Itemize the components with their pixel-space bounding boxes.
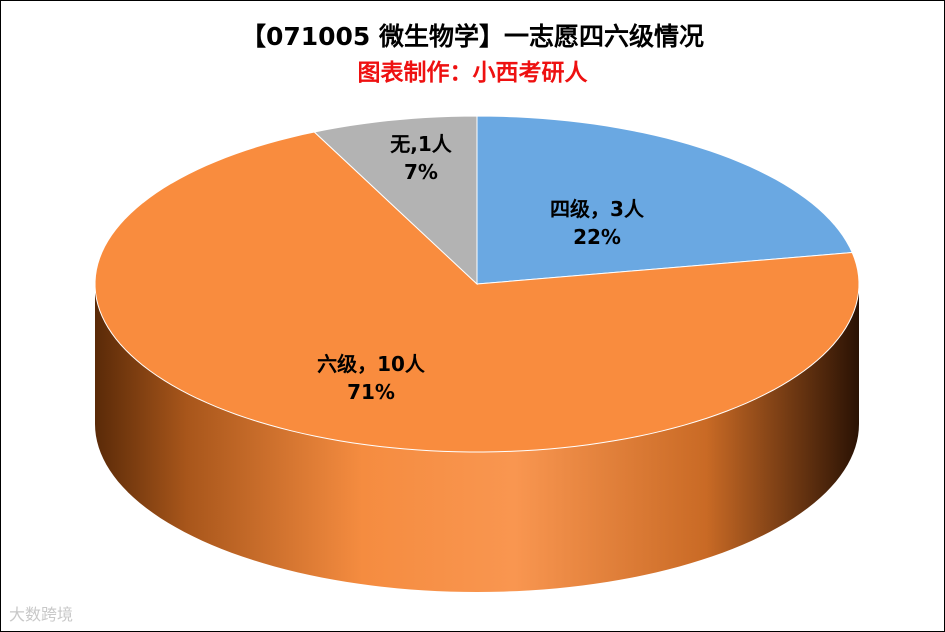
slice-percent-2: 71%	[347, 380, 395, 404]
watermark: 大数跨境	[9, 601, 73, 625]
pie-side-wall	[95, 284, 859, 592]
pie-slice-2[interactable]	[94, 131, 860, 453]
pie-side-surface	[95, 284, 859, 592]
slice-label-2: 六级，10人	[317, 352, 426, 376]
pie-slice-1[interactable]	[476, 115, 853, 285]
chart-title: 【071005 微生物学】一志愿四六级情况	[240, 22, 705, 51]
slice-percent-3: 7%	[404, 160, 438, 184]
watermark-text: 大数跨境	[9, 605, 74, 624]
slice-label-1: 四级，3人	[550, 197, 645, 221]
slice-percent-1: 22%	[573, 225, 621, 249]
slice-label-3: 无,1人	[390, 132, 453, 156]
pie-slice-3[interactable]	[313, 115, 478, 286]
chart-subtitle: 图表制作：小西考研人	[357, 60, 588, 86]
